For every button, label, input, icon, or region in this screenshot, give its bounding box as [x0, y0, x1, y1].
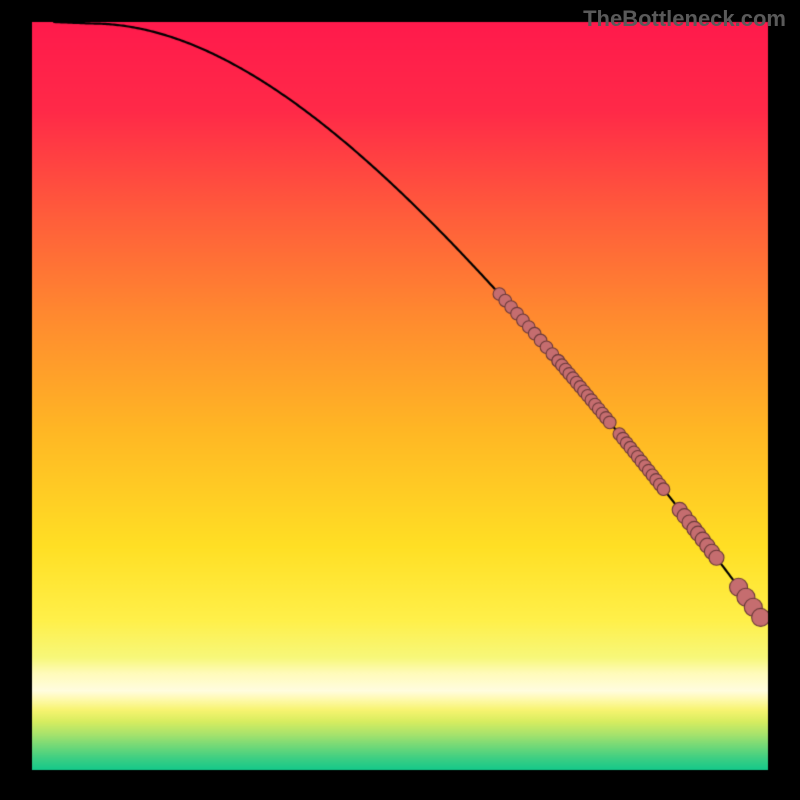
source-watermark: TheBottleneck.com — [583, 6, 786, 32]
chart-root: TheBottleneck.com — [0, 0, 800, 800]
bottleneck-chart-canvas — [0, 0, 800, 800]
